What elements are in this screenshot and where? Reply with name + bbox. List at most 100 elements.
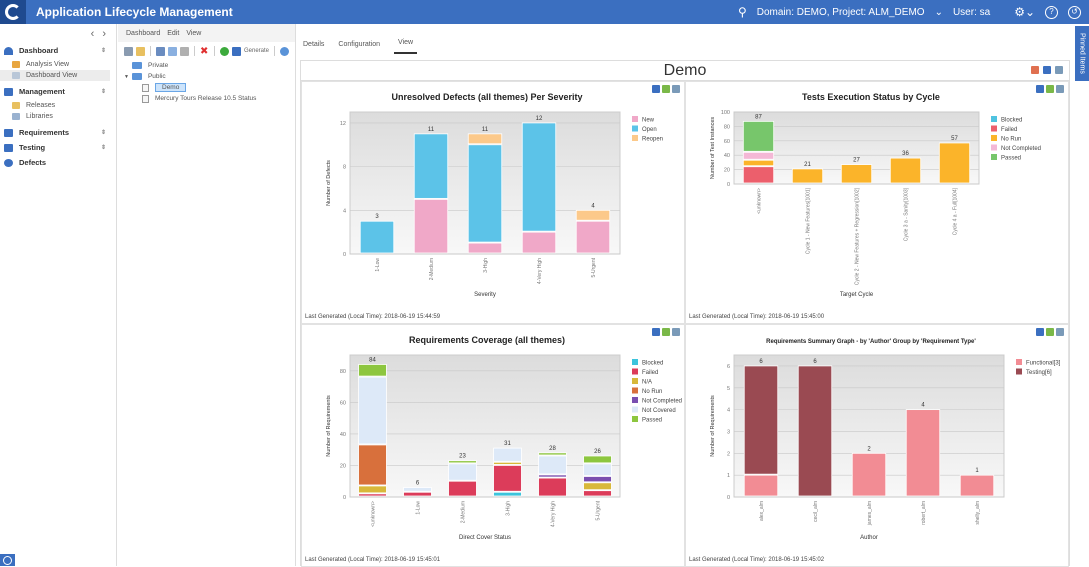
chevron-down-icon[interactable]: ⌄: [934, 6, 943, 18]
back-arrow-icon[interactable]: ‹: [90, 28, 95, 40]
bar-segment: [575, 209, 611, 221]
refresh-icon[interactable]: [662, 85, 670, 93]
help-button[interactable]: [0, 554, 15, 566]
y-tick-label: 0: [343, 252, 346, 258]
tab-configuration[interactable]: Configuration: [338, 41, 381, 48]
forward-arrow-icon[interactable]: ›: [102, 28, 106, 40]
bar-segment: [467, 133, 503, 145]
bar-segment: [583, 455, 612, 464]
y-tick-label: 20: [340, 463, 346, 469]
x-tick-label: <unknown>: [371, 501, 377, 527]
copy-icon[interactable]: [168, 46, 177, 56]
bar-segment: [493, 465, 522, 492]
sidebar-item-label: Libraries: [26, 113, 53, 120]
x-tick-label: 4-Very High: [537, 258, 543, 284]
bar-total-label: 26: [594, 449, 601, 455]
tree-folder-private[interactable]: Private: [124, 60, 295, 71]
calendar-icon[interactable]: [1056, 328, 1064, 336]
paste-icon[interactable]: [180, 46, 189, 56]
expand-arrow-icon[interactable]: ▼: [124, 73, 129, 80]
expand-icon[interactable]: ⇕: [100, 145, 106, 151]
new-folder-icon[interactable]: [124, 46, 133, 56]
menu-edit[interactable]: Edit: [167, 29, 180, 37]
bar-segment: [742, 159, 775, 167]
refresh-icon[interactable]: [1046, 85, 1054, 93]
graph-panel-defects: Unresolved Defects (all themes) Per Seve…: [301, 81, 685, 324]
y-tick-label: 20: [724, 168, 730, 174]
search-icon[interactable]: ⚲: [737, 5, 747, 19]
generate-all-icon[interactable]: [1043, 66, 1051, 74]
bar-segment: [743, 365, 779, 475]
legend-label: Functional[3]: [1026, 361, 1061, 367]
expand-icon[interactable]: ⇕: [100, 130, 106, 136]
legend-swatch: [1016, 359, 1022, 365]
sidebar-item-management[interactable]: Management ⇕: [0, 85, 116, 98]
tab-view[interactable]: View: [394, 39, 418, 54]
tree-item-demo[interactable]: Demo: [124, 82, 295, 93]
delete-icon[interactable]: ✖: [200, 45, 209, 57]
generate-icon[interactable]: [652, 85, 660, 93]
refresh-icon[interactable]: [1046, 328, 1054, 336]
export-pdf-icon[interactable]: [1031, 66, 1039, 74]
help-icon[interactable]: ?: [1045, 5, 1058, 19]
cut-icon[interactable]: [156, 46, 165, 56]
sidebar-item-dashboard[interactable]: Dashboard ⇕: [0, 44, 116, 57]
generate-button[interactable]: Generate: [244, 48, 270, 54]
tree-label: Mercury Tours Release 10.5 Status: [155, 95, 257, 102]
legend-label: New: [642, 118, 655, 124]
tree-item-mercury[interactable]: Mercury Tours Release 10.5 Status: [124, 93, 295, 104]
new-page-icon[interactable]: [136, 46, 145, 56]
legend-label: Not Completed: [1001, 146, 1041, 152]
pinned-items-tab[interactable]: Pinned Items: [1075, 26, 1089, 81]
sidebar-item-releases[interactable]: Releases: [0, 100, 116, 111]
logout-icon[interactable]: ↺: [1068, 5, 1081, 19]
chart-title: Unresolved Defects (all themes) Per Seve…: [391, 92, 582, 102]
domain-project-selector[interactable]: Domain: DEMO, Project: ALM_DEMO: [756, 6, 925, 18]
refresh-icon[interactable]: [220, 46, 229, 56]
calendar-icon[interactable]: [672, 85, 680, 93]
sidebar-item-defects[interactable]: Defects: [0, 156, 116, 169]
generate-icon[interactable]: [652, 328, 660, 336]
x-tick-label: 2-Medium: [461, 501, 467, 523]
refresh-icon[interactable]: [662, 328, 670, 336]
sidebar-item-analysis-view[interactable]: Analysis View: [0, 59, 116, 70]
y-tick-label: 12: [340, 121, 346, 127]
generate-icon[interactable]: [1036, 85, 1044, 93]
legend-swatch: [632, 368, 638, 375]
dashboard-page-icon: [142, 94, 149, 103]
bar-segment: [493, 447, 522, 462]
collapse-icon[interactable]: ⇕: [100, 89, 106, 95]
menu-view[interactable]: View: [186, 29, 202, 37]
legend-label: Reopen: [642, 137, 663, 143]
sidebar-item-requirements[interactable]: Requirements ⇕: [0, 126, 116, 139]
sidebar-item-testing[interactable]: Testing ⇕: [0, 141, 116, 154]
sidebar-item-dashboard-view[interactable]: Dashboard View: [0, 70, 110, 81]
bar-total-label: 57: [951, 136, 958, 142]
dashboard-tree: Private ▼ Public Demo Mercury Tours Rele…: [118, 60, 295, 104]
x-axis-label: Direct Cover Status: [459, 535, 511, 541]
gear-icon[interactable]: ⚙⌄: [1014, 5, 1035, 19]
tab-details[interactable]: Details: [303, 41, 325, 48]
legend-label: Passed: [642, 418, 662, 424]
legend-label: Not Completed: [642, 399, 682, 405]
bar-segment: [358, 364, 387, 377]
tree-folder-public[interactable]: ▼ Public: [124, 71, 295, 82]
bar-segment: [358, 493, 387, 497]
legend-swatch: [632, 406, 638, 413]
generate-icon[interactable]: [1036, 328, 1044, 336]
menu-dashboard[interactable]: Dashboard: [126, 29, 161, 37]
testing-icon: [4, 143, 13, 152]
calendar-icon[interactable]: [1056, 85, 1064, 93]
legend-swatch: [632, 125, 638, 132]
find-icon[interactable]: [280, 46, 290, 56]
collapse-icon[interactable]: ⇕: [100, 48, 106, 54]
separator: [194, 46, 195, 56]
sidebar-item-libraries[interactable]: Libraries: [0, 111, 116, 122]
calendar-icon[interactable]: [1055, 66, 1063, 74]
tree-toolbar: ✖ Generate: [118, 42, 295, 60]
bar-segment: [583, 490, 612, 497]
calendar-icon[interactable]: [672, 328, 680, 336]
tree-label: Private: [148, 62, 169, 69]
generate-icon[interactable]: [232, 46, 241, 56]
y-tick-label: 60: [340, 400, 346, 406]
